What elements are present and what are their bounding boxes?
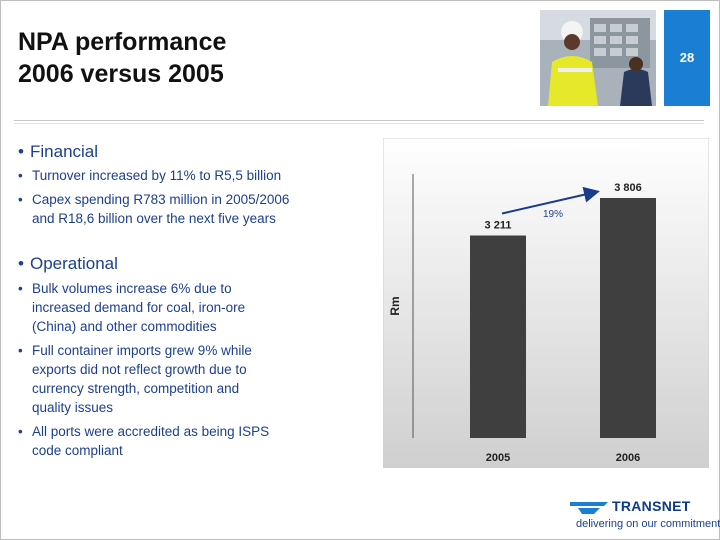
slide-title: NPA performance 2006 versus 2005 (18, 26, 226, 90)
operational-heading: • Operational (18, 254, 118, 273)
logo-mark (570, 502, 608, 506)
bullet-line: code compliant (32, 443, 123, 458)
bullet-line: Capex spending R783 million in 2005/2006 (32, 192, 290, 207)
bullet-line: quality issues (32, 400, 114, 415)
chart-svg: Rm 3 211 2005 3 806 2006 19% (382, 137, 710, 469)
bullet-dot: • (18, 142, 24, 161)
y-axis-label: Rm (388, 296, 402, 315)
transnet-logo (570, 502, 608, 514)
page-number-box: 28 (664, 10, 710, 106)
bullet-line: Turnover increased by 11% to R5,5 billio… (32, 168, 282, 183)
bullet-line: Full container imports grew 9% while (32, 343, 252, 358)
bullet-dot: • (18, 192, 23, 207)
bullet-line: increased demand for coal, iron-ore (32, 300, 246, 315)
value-label: 3 806 (614, 182, 642, 194)
bullet-line: currency strength, competition and (32, 381, 240, 396)
header-divider (14, 120, 704, 121)
logo-tagline: delivering on our commitments (576, 518, 720, 530)
bullet-line: (China) and other commodities (32, 319, 217, 334)
bullet-line: and R18,6 billion over the next five yea… (32, 211, 276, 226)
chart-background (382, 137, 710, 469)
bar-2006 (600, 198, 656, 438)
bar-2005 (470, 235, 526, 438)
financial-heading: • Financial (18, 142, 99, 161)
header-divider-shadow (14, 123, 704, 124)
bullet-line: Bulk volumes increase 6% due to (32, 281, 232, 296)
bullet-dot: • (18, 424, 23, 439)
category-label: 2006 (616, 452, 640, 464)
title-line-2: 2006 versus 2005 (18, 60, 224, 88)
bullet-dot: • (18, 281, 23, 296)
turnover-chart: Rm 3 211 2005 3 806 2006 19% (382, 137, 710, 469)
value-label: 3 211 (485, 220, 512, 232)
bullet-line: All ports were accredited as being ISPS (32, 424, 270, 439)
category-label: 2005 (486, 452, 510, 464)
page-number: 28 (679, 50, 695, 65)
bullet-dot: • (18, 343, 23, 358)
title-line-1: NPA performance (18, 28, 227, 56)
header-photo (540, 10, 656, 106)
logo-wordmark: TRANSNET (612, 498, 691, 514)
bullet-dot: • (18, 254, 24, 273)
bullet-line: exports did not reflect growth due to (32, 362, 247, 377)
logo-mark (578, 508, 600, 514)
bullet-dot: • (18, 168, 23, 183)
growth-arrow (501, 186, 600, 215)
growth-annotation: 19% (543, 209, 563, 220)
